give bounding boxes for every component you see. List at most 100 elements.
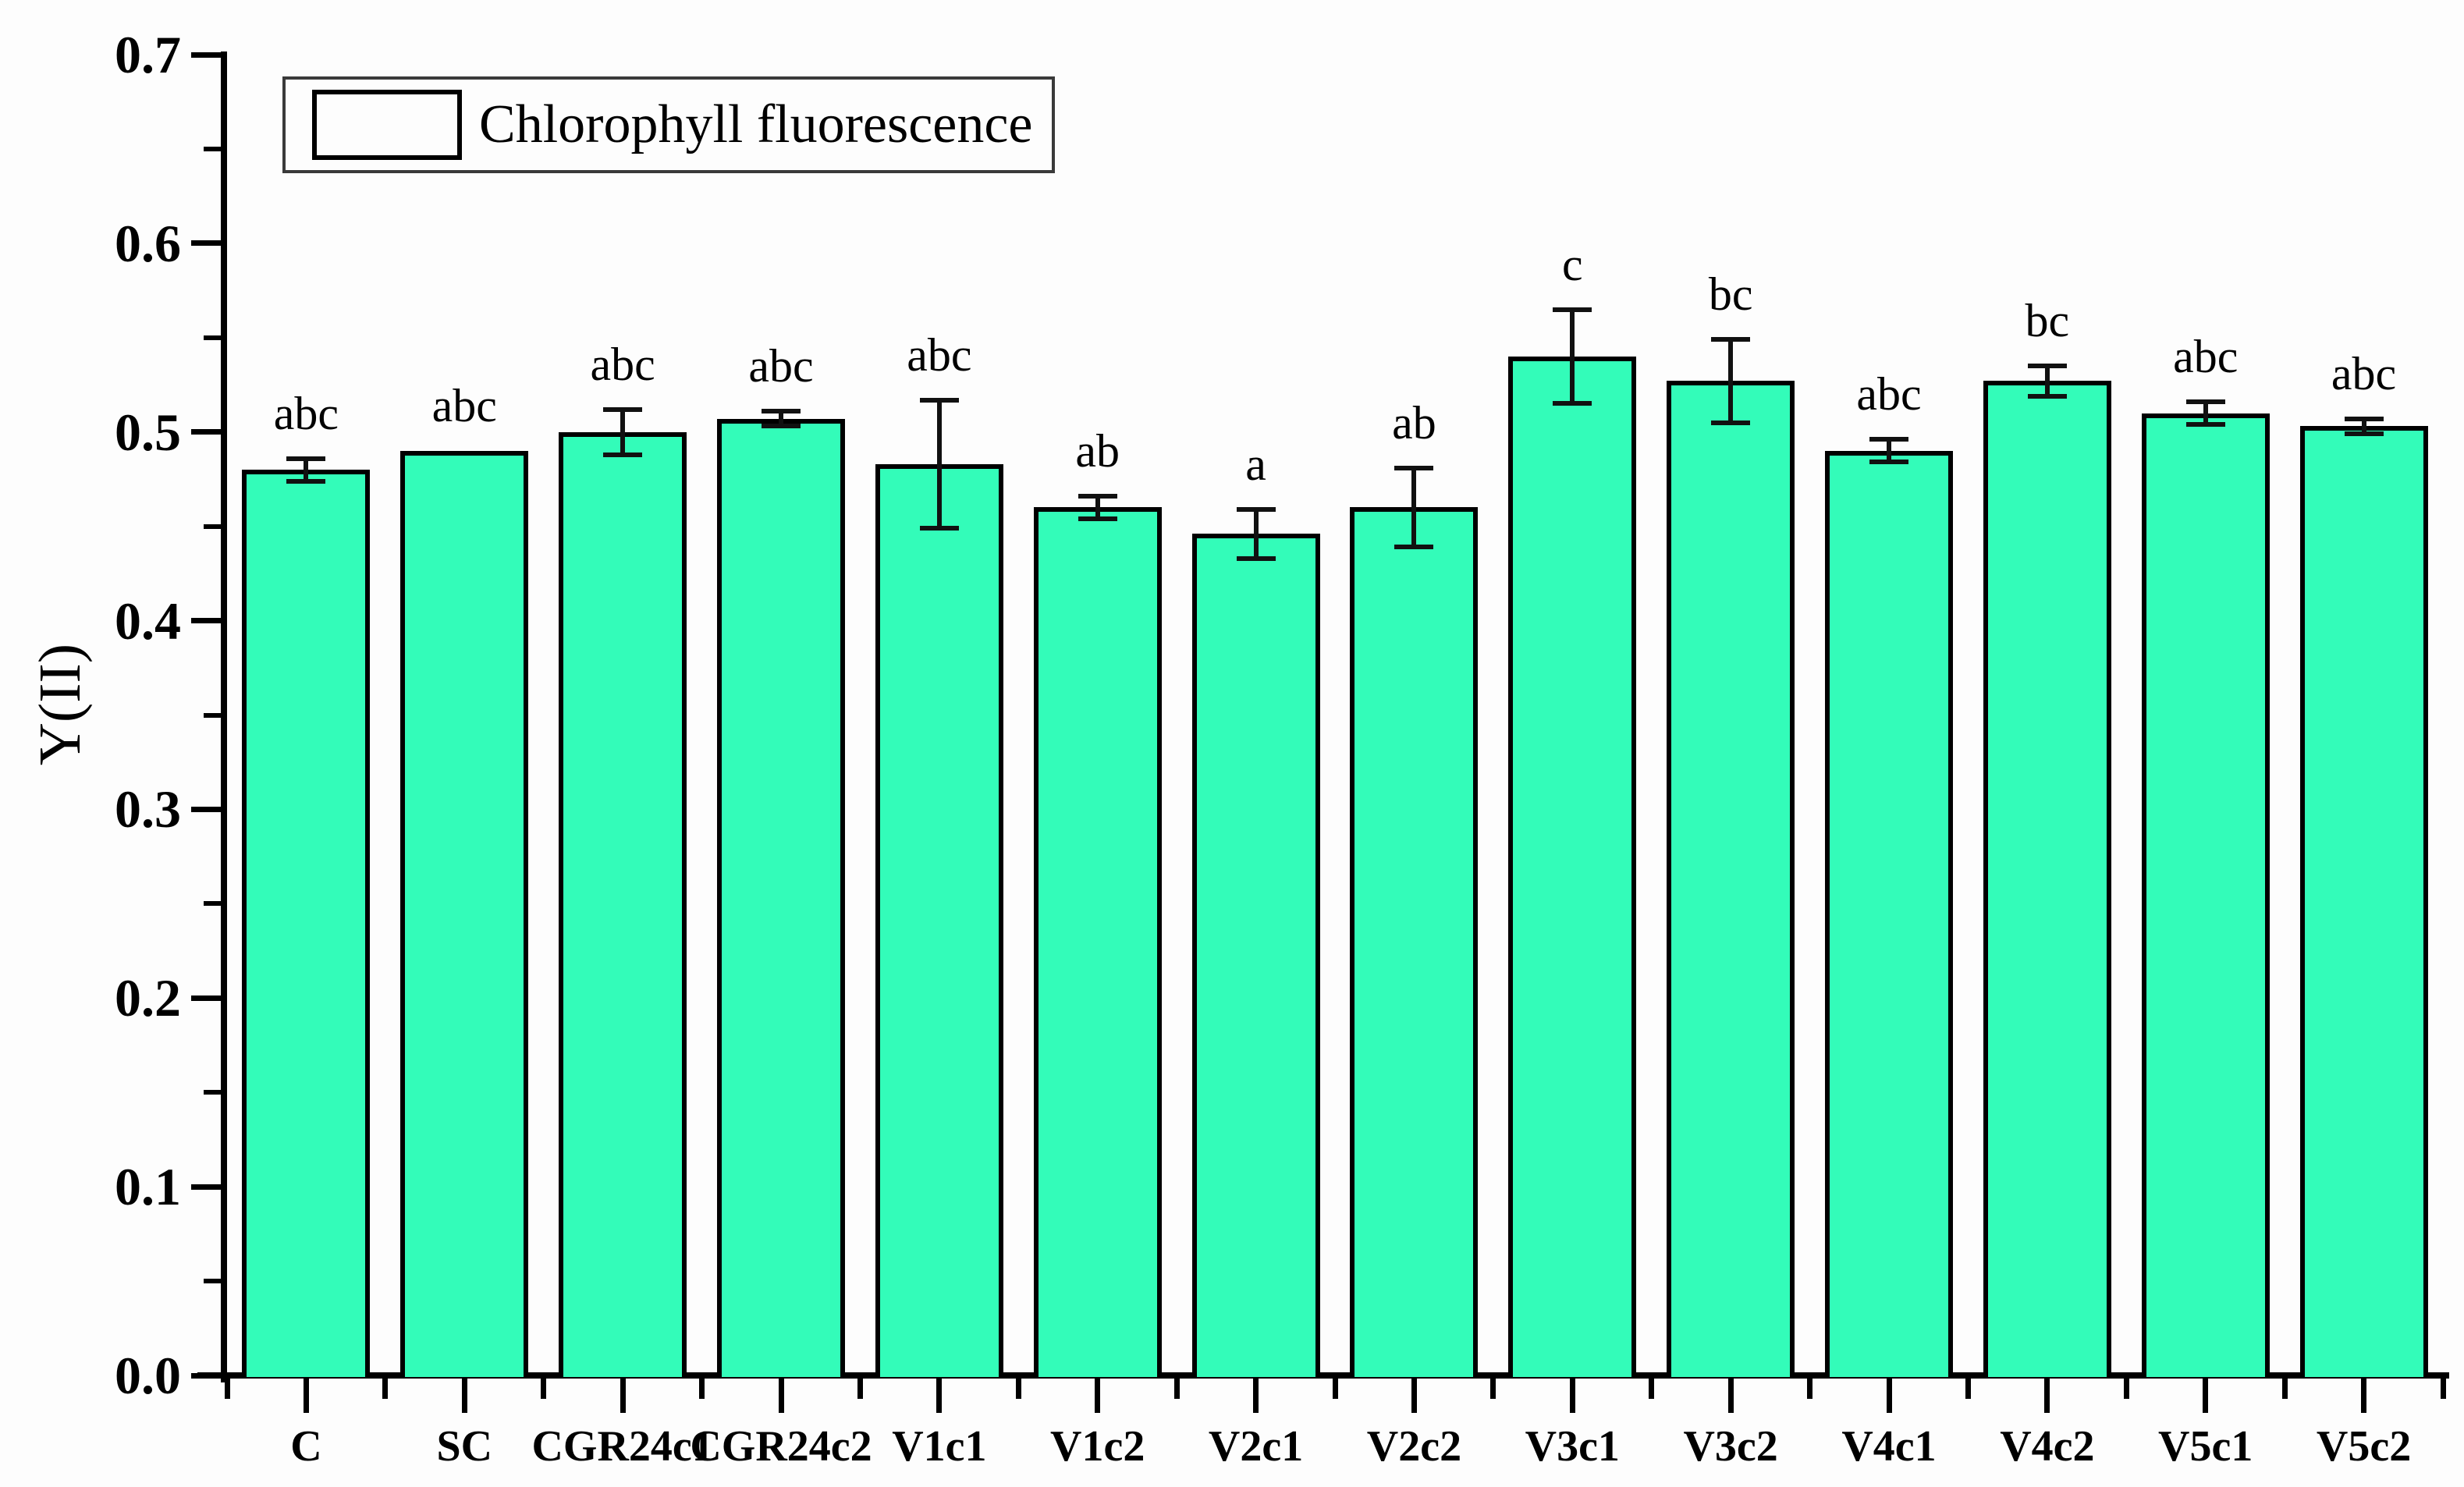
error-bar-cap-bottom [1078,516,1117,521]
error-bar-stem [620,409,626,455]
bar [1667,381,1795,1377]
error-bar-stem [1570,309,1575,404]
x-major-tick [778,1379,784,1413]
y-tick-label: 0.1 [115,1157,181,1217]
x-tick-label: V2c1 [1208,1422,1304,1471]
x-tick-label: V4c2 [2000,1422,2095,1471]
bar [1508,356,1637,1377]
x-major-tick [1886,1379,1892,1413]
x-tick-label: CGR24c2 [690,1422,872,1471]
bar [1191,534,1320,1377]
error-bar-stem [936,399,942,529]
y-major-tick [191,618,221,624]
x-minor-tick [1807,1379,1813,1399]
significance-letter: abc [273,387,339,439]
y-major-tick [191,1372,221,1379]
y-major-tick [191,1184,221,1190]
x-minor-tick [1649,1379,1655,1399]
significance-letter: abc [431,379,497,431]
significance-letter: ab [1392,396,1436,449]
bar [717,418,845,1377]
x-major-tick [1727,1379,1734,1413]
legend-swatch [312,90,462,160]
bar [875,463,1003,1377]
error-bar-cap-top [1394,465,1434,470]
y-tick-label: 0.5 [115,402,181,462]
y-major-tick [191,240,221,247]
significance-letter: abc [907,328,972,381]
x-tick-label: V2c2 [1366,1422,1462,1471]
bar [559,431,687,1377]
x-tick-label: V5c1 [2158,1422,2253,1471]
legend-label: Chlorophyll fluorescence [479,94,1033,154]
x-major-tick [1095,1379,1101,1413]
error-bar-cap-top [2344,416,2384,421]
error-bar-cap-bottom [1236,555,1276,561]
error-bar-stem [1728,339,1734,423]
legend: Chlorophyll fluorescence [282,76,1055,173]
error-bar-stem [2044,366,2050,396]
x-major-tick [1253,1379,1259,1413]
error-bar-cap-bottom [919,526,959,531]
y-tick-label: 0.3 [115,779,181,839]
error-bar-cap-top [919,397,959,403]
x-major-tick [2203,1379,2209,1413]
x-tick-label: C [290,1422,322,1471]
x-major-tick [936,1379,943,1413]
x-minor-tick [857,1379,863,1399]
x-tick-label: SC [436,1422,493,1471]
error-bar-cap-top [286,456,326,461]
error-bar-cap-bottom [1869,460,1908,465]
bar [2141,413,2270,1377]
x-minor-tick [1173,1379,1180,1399]
x-minor-tick [382,1379,389,1399]
y-minor-tick [204,146,221,151]
bar [1983,381,2111,1377]
y-tick-label: 0.2 [115,968,181,1028]
x-major-tick [2044,1379,2050,1413]
x-tick-label: V1c1 [892,1422,987,1471]
error-bar-cap-top [1869,437,1908,442]
x-minor-tick [1965,1379,1971,1399]
bar [1825,450,1953,1377]
error-bar-cap-bottom [2027,393,2067,399]
x-minor-tick [224,1379,230,1399]
bar [242,470,371,1377]
error-bar-stem [779,411,783,427]
significance-letter: bc [1708,268,1753,321]
error-bar-cap-bottom [762,424,801,429]
error-bar-stem [1095,495,1100,519]
x-tick-label: V5c2 [2316,1422,2412,1471]
x-minor-tick [1015,1379,1021,1399]
y-major-tick [191,429,221,435]
x-major-tick [2361,1379,2367,1413]
y-minor-tick [204,1090,221,1095]
error-bar-cap-top [2185,399,2225,405]
x-minor-tick [1332,1379,1338,1399]
error-bar-cap-top [1236,506,1276,512]
x-major-tick [303,1379,309,1413]
x-tick-label: V4c1 [1841,1422,1937,1471]
x-minor-tick [541,1379,547,1399]
x-major-tick [461,1379,467,1413]
x-minor-tick [1490,1379,1497,1399]
y-tick-label: 0.6 [115,213,181,273]
error-bar-stem [1253,509,1259,559]
y-minor-tick [204,712,221,718]
error-bar-cap-bottom [2185,422,2225,428]
error-bar-cap-bottom [2344,431,2384,437]
y-minor-tick [204,335,221,340]
y-major-tick [191,995,221,1001]
significance-letter: abc [1856,368,1922,421]
y-tick-label: 0.4 [115,591,181,651]
x-major-tick [1411,1379,1417,1413]
error-bar-cap-bottom [1394,545,1434,550]
y-tick-label: 0.0 [115,1346,181,1405]
significance-letter: abc [748,340,814,392]
error-bar-cap-bottom [286,478,326,484]
x-minor-tick [2440,1379,2446,1399]
error-bar-cap-top [762,409,801,414]
error-bar-cap-bottom [1553,401,1592,406]
bar [400,450,529,1377]
x-axis-line [197,1372,2449,1379]
